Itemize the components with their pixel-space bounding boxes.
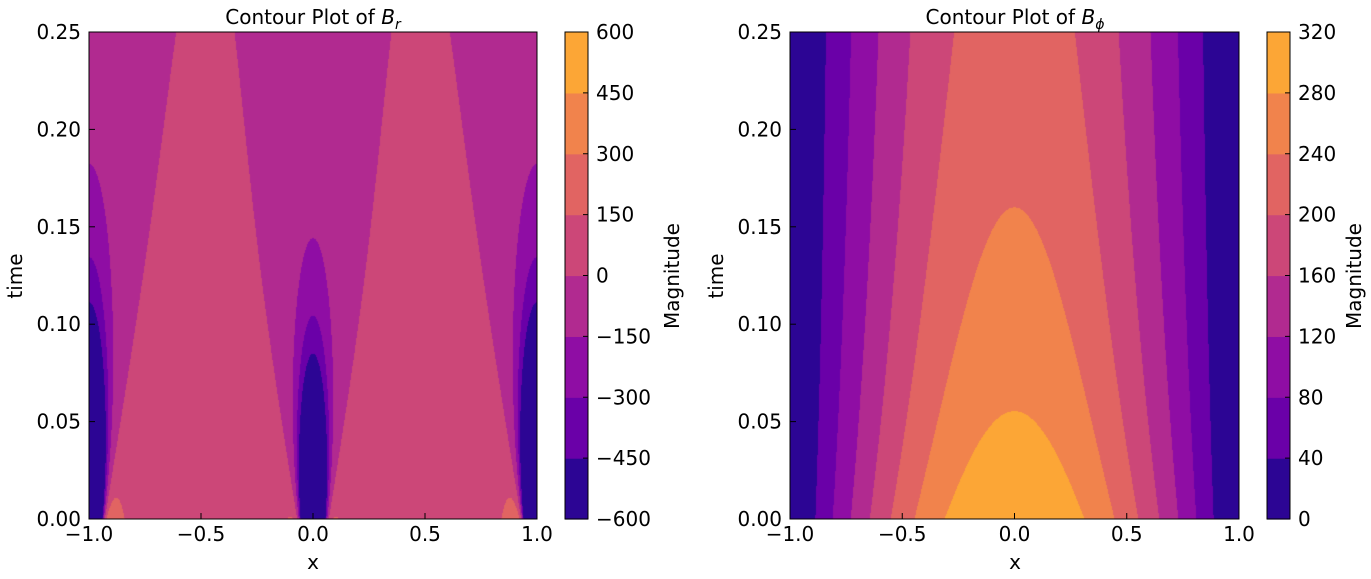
colorbar-tick-label: −450 — [596, 446, 651, 470]
colorbar-tick-label: 0 — [1298, 507, 1311, 531]
colorbar-tick-label: 150 — [596, 203, 634, 227]
y-tick-label: 0.05 — [36, 410, 81, 434]
y-tick-label: 0.15 — [36, 215, 81, 239]
colorbar-label-br: Magnitude — [660, 223, 684, 329]
colorbar-tick-label: −600 — [596, 507, 651, 531]
contour-plot-bphi: Contour Plot of Bϕ −1.0 −0.5 0.0 0.5 1.0 0.0… — [704, 5, 1366, 574]
colorbar-label-bphi: Magnitude — [1342, 223, 1366, 329]
x-axis-bphi: −1.0 −0.5 0.0 0.5 1.0 — [766, 513, 1255, 546]
contour-plot-br: Contour Plot of Br −1.0 −0.5 0.0 0.5 1.0 0.0… — [3, 5, 684, 574]
colorbar-tick-label: −150 — [596, 324, 651, 348]
chart-title-br: Contour Plot of Br — [225, 5, 402, 33]
y-axis-bphi: 0.00 0.05 0.10 0.15 0.20 0.25 — [737, 20, 796, 531]
y-tick-label: 0.25 — [737, 20, 782, 44]
y-axis-label-br: time — [3, 253, 27, 298]
y-axis-label-bphi: time — [704, 253, 728, 298]
x-tick-label: −0.5 — [177, 522, 226, 546]
colorbar-tick-label: 0 — [596, 264, 609, 288]
colorbar-tick-label: 450 — [596, 81, 634, 105]
x-tick-label: 0.5 — [1111, 522, 1143, 546]
colorbar-band — [1267, 397, 1290, 459]
contour-field-bphi — [790, 32, 1239, 519]
colorbar-band — [1267, 458, 1290, 520]
colorbar-tick-label: 160 — [1298, 264, 1336, 288]
y-tick-label: 0.00 — [36, 507, 81, 531]
colorbar-tick-label: 120 — [1298, 324, 1336, 348]
colorbar-band — [1267, 214, 1290, 277]
colorbar-band — [565, 92, 588, 155]
colorbar-band — [1267, 153, 1290, 216]
colorbar-tick-label: 40 — [1298, 446, 1323, 470]
colorbar-band — [565, 397, 588, 459]
colorbar-tick-label: 300 — [596, 142, 634, 166]
y-tick-label: 0.20 — [36, 117, 81, 141]
colorbar-band — [565, 32, 588, 94]
colorbar-tick-label: 200 — [1298, 203, 1336, 227]
y-tick-label: 0.25 — [36, 20, 81, 44]
contour-field-br — [89, 32, 537, 519]
colorbar-tick-label: 80 — [1298, 385, 1323, 409]
y-tick-label: 0.10 — [737, 312, 782, 336]
colorbar-tick-label: 280 — [1298, 81, 1336, 105]
colorbar-tick-label: 240 — [1298, 142, 1336, 166]
y-tick-label: 0.05 — [737, 410, 782, 434]
colorbar-band — [1267, 336, 1290, 398]
colorbar-tick-label: 320 — [1298, 20, 1336, 44]
x-tick-label: 1.0 — [1223, 522, 1255, 546]
y-tick-label: 0.00 — [737, 507, 782, 531]
colorbar-br: −600 −450 −300 −150 0 150 300 450 600 — [564, 20, 651, 531]
y-tick-label: 0.10 — [36, 312, 81, 336]
colorbar-band — [565, 458, 588, 520]
y-tick-label: 0.20 — [737, 117, 782, 141]
x-tick-label: 1.0 — [521, 522, 553, 546]
x-axis-br: −1.0 −0.5 0.0 0.5 1.0 — [65, 513, 553, 546]
x-tick-label: 0.5 — [409, 522, 441, 546]
colorbar-bphi: 0 40 80 120 160 200 240 280 320 — [1266, 20, 1336, 531]
chart-title-bphi: Contour Plot of Bϕ — [926, 5, 1105, 33]
colorbar-band — [565, 336, 588, 398]
x-tick-label: −1.0 — [766, 522, 815, 546]
contour-field-image — [89, 32, 537, 519]
colorbar-tick-label: −300 — [596, 385, 651, 409]
colorbar-band — [565, 153, 588, 216]
x-axis-label-br: x — [307, 550, 319, 574]
colorbar-tick-label: 600 — [596, 20, 634, 44]
x-axis-label-bphi: x — [1009, 550, 1021, 574]
contour-field-image — [790, 32, 1239, 519]
y-tick-label: 0.15 — [737, 215, 782, 239]
colorbar-band — [565, 214, 588, 277]
colorbar-band — [1267, 32, 1290, 94]
x-tick-label: 0.0 — [999, 522, 1031, 546]
x-tick-label: 0.0 — [297, 522, 329, 546]
x-tick-label: −0.5 — [878, 522, 927, 546]
x-tick-label: −1.0 — [65, 522, 114, 546]
y-axis-br: 0.00 0.05 0.10 0.15 0.20 0.25 — [36, 20, 95, 531]
colorbar-band — [565, 275, 588, 337]
colorbar-band — [1267, 92, 1290, 155]
colorbar-band — [1267, 275, 1290, 337]
